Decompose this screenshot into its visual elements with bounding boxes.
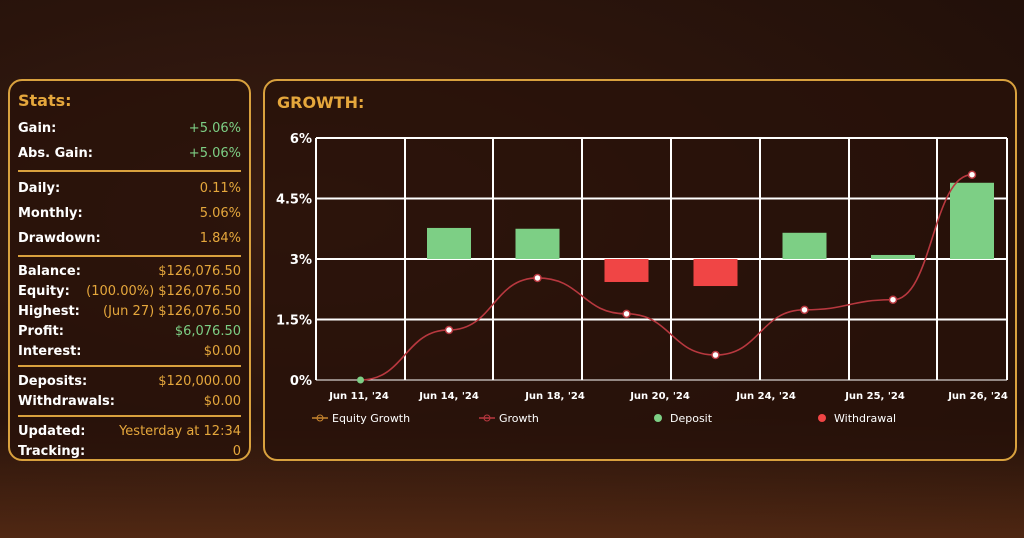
stat-drawdown: Drawdown: 1.84% [18, 226, 241, 251]
y-tick-label: 3% [290, 253, 312, 268]
stat-value: (100.00%) $126,076.50 [86, 283, 241, 299]
stat-label: Updated: [18, 423, 86, 439]
x-tick-label: Jun 26, '24 [947, 391, 1008, 402]
stat-interest: Interest: $0.00 [18, 341, 241, 361]
growth-line [360, 173, 973, 381]
stat-value: +5.06% [188, 146, 241, 161]
y-tick-label: 1.5% [276, 314, 312, 329]
deposit-bar [950, 182, 994, 259]
stat-tracking: Tracking: 0 [18, 441, 241, 461]
stat-label: Abs. Gain: [18, 146, 93, 161]
divider [18, 170, 241, 172]
stat-label: Interest: [18, 343, 82, 359]
withdrawal-bar [693, 259, 738, 287]
stats-title: Stats: [18, 91, 72, 110]
stat-label: Gain: [18, 121, 57, 136]
withdrawal-bar [604, 259, 649, 282]
stat-highest: Highest: (Jun 27) $126,076.50 [18, 301, 241, 321]
x-tick-label: Jun 20, '24 [629, 391, 690, 402]
stat-value: $0.00 [203, 343, 241, 359]
stat-label: Balance: [18, 263, 81, 279]
legend-label: Equity Growth [332, 412, 410, 425]
stat-profit: Profit: $6,076.50 [18, 321, 241, 341]
growth-point [622, 309, 631, 319]
growth-point [967, 170, 977, 179]
deposit-bar [427, 227, 471, 259]
stat-daily: Daily: 0.11% [18, 176, 241, 201]
stat-value: $6,076.50 [174, 323, 241, 339]
stat-label: Deposits: [18, 373, 88, 389]
stat-updated: Updated: Yesterday at 12:34 [18, 421, 241, 441]
legend-marker-icon [483, 414, 491, 422]
stat-label: Monthly: [18, 206, 83, 221]
legend-label: Withdrawal [834, 412, 896, 425]
growth-point [444, 325, 454, 335]
stat-label: Withdrawals: [18, 393, 115, 409]
legend-marker-icon [316, 414, 324, 422]
stat-abs-gain: Abs. Gain: +5.06% [18, 141, 241, 166]
stat-label: Drawdown: [18, 231, 101, 246]
divider [18, 255, 241, 257]
x-tick-label: Jun 24, '24 [735, 391, 796, 402]
x-tick-label: Jun 25, '24 [844, 391, 905, 402]
stat-value: 0 [232, 443, 241, 459]
stat-gain: Gain: +5.06% [18, 116, 241, 141]
divider [18, 415, 241, 417]
stat-value: (Jun 27) $126,076.50 [103, 303, 241, 319]
growth-point [357, 376, 364, 384]
stat-value: +5.06% [188, 121, 241, 136]
stat-deposits: Deposits: $120,000.00 [18, 371, 241, 391]
stat-label: Tracking: [18, 443, 86, 459]
growth-point [711, 350, 720, 360]
legend-label: Deposit [670, 412, 713, 425]
legend-dot-icon [818, 414, 826, 422]
stat-label: Equity: [18, 283, 70, 299]
stat-value: $0.00 [203, 393, 241, 409]
legend-label: Growth [499, 412, 539, 425]
deposit-bar [871, 254, 915, 259]
x-tick-label: Jun 14, '24 [418, 391, 479, 402]
y-tick-label: 4.5% [276, 193, 312, 208]
deposit-bar [515, 228, 560, 259]
stat-label: Highest: [18, 303, 80, 319]
growth-title: GROWTH: [277, 93, 365, 112]
growth-point [800, 305, 809, 315]
stat-value: 1.84% [199, 231, 241, 246]
stat-label: Profit: [18, 323, 64, 339]
y-tick-label: 0% [290, 374, 312, 389]
y-tick-label: 6% [290, 132, 312, 147]
stats-panel: Stats: Gain: +5.06% Abs. Gain: +5.06% Daily:… [8, 79, 251, 461]
legend-dot-icon [654, 414, 662, 422]
x-tick-label: Jun 18, '24 [524, 391, 585, 402]
stat-balance: Balance: $126,076.50 [18, 261, 241, 281]
stat-value: $120,000.00 [158, 373, 241, 389]
stat-equity: Equity: (100.00%) $126,076.50 [18, 281, 241, 301]
growth-point [533, 273, 542, 283]
stat-value: Yesterday at 12:34 [119, 423, 241, 439]
stat-monthly: Monthly: 5.06% [18, 201, 241, 226]
x-tick-label: Jun 11, '24 [328, 391, 389, 402]
stat-value: 5.06% [199, 206, 241, 221]
stat-label: Daily: [18, 181, 61, 196]
stat-value: $126,076.50 [158, 263, 241, 279]
stat-withdrawals: Withdrawals: $0.00 [18, 391, 241, 411]
stat-value: 0.11% [199, 181, 241, 196]
growth-point [888, 295, 898, 304]
deposit-bar [782, 232, 827, 259]
divider [18, 365, 241, 367]
